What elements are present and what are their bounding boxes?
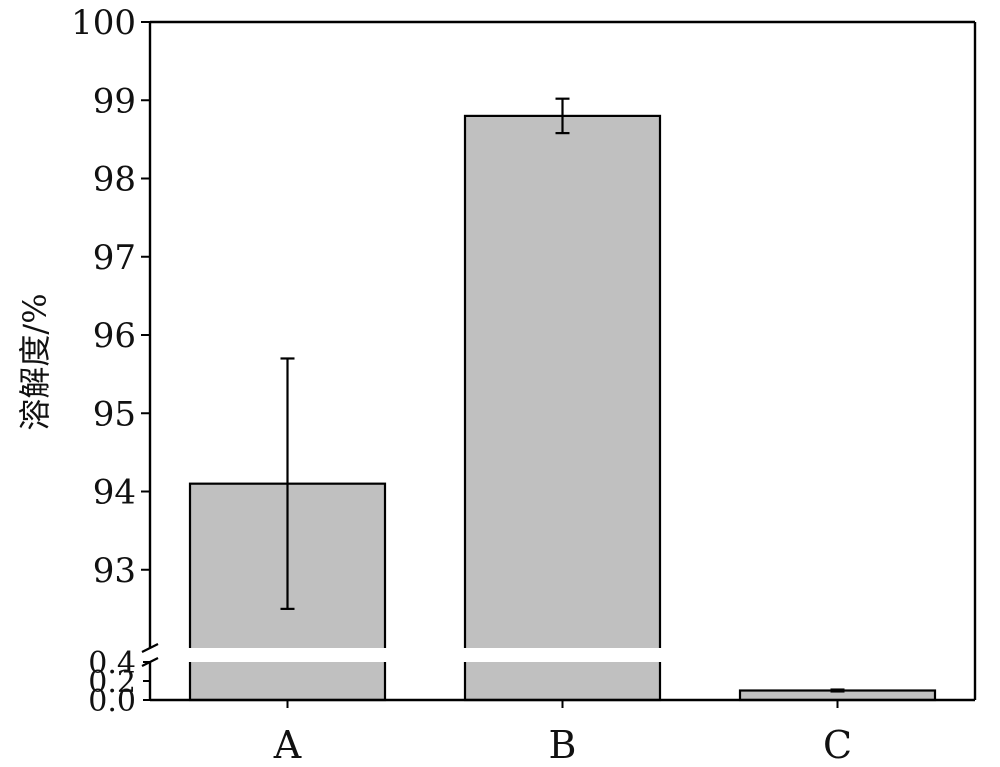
x-categories-layer: A B C bbox=[273, 723, 852, 767]
y-tick-label-lower: 0.0 bbox=[88, 684, 136, 719]
bars-layer bbox=[188, 114, 937, 702]
error-bar-B bbox=[555, 97, 570, 135]
y-ticks-layer: 93 94 95 96 97 98 99 100 0.00.20.4 bbox=[71, 3, 150, 719]
y-tick-label-lower: 0.2 bbox=[88, 665, 136, 700]
error-bar-A bbox=[280, 357, 295, 610]
y-tick-label: 94 bbox=[93, 473, 136, 513]
break-mark-upper bbox=[141, 643, 159, 653]
y-tick-label: 99 bbox=[93, 81, 136, 121]
x-tick-label-A: A bbox=[273, 723, 302, 767]
y-axis-label: 溶解度/% bbox=[16, 293, 54, 430]
y-tick-label: 93 bbox=[93, 551, 136, 591]
y-tick-label: 97 bbox=[93, 238, 136, 278]
y-tick-label-lower: 0.4 bbox=[88, 646, 136, 681]
x-tick-label-B: B bbox=[549, 723, 577, 767]
error-bars-layer bbox=[280, 97, 845, 693]
y-tick-label: 98 bbox=[93, 160, 136, 200]
y-tick-label: 95 bbox=[93, 394, 136, 434]
error-bar-C bbox=[830, 688, 845, 693]
x-tick-label-C: C bbox=[823, 723, 852, 767]
y-tick-label: 96 bbox=[93, 316, 136, 356]
y-tick-label: 100 bbox=[71, 3, 136, 43]
bar-B bbox=[463, 114, 662, 702]
axis-break-band bbox=[136, 648, 971, 662]
